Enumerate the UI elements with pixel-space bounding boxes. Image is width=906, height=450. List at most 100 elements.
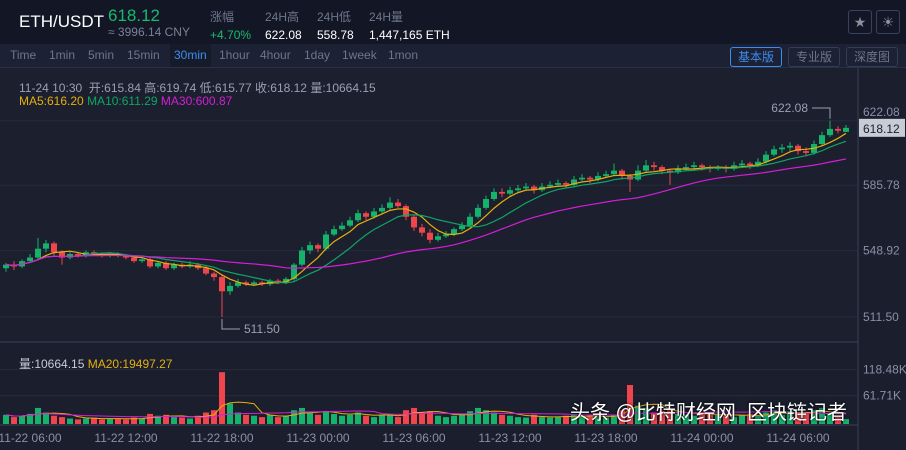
timeframe-1week[interactable]: 1week — [342, 48, 377, 62]
volume-bar — [123, 419, 129, 424]
candle — [395, 202, 401, 207]
star-icon[interactable]: ★ — [848, 10, 872, 34]
candle — [619, 170, 625, 176]
candle — [379, 207, 385, 212]
last-price: 618.12 — [108, 6, 160, 25]
volume-bar — [531, 414, 537, 424]
volume-bar — [91, 417, 97, 424]
candle — [779, 147, 785, 150]
candle — [651, 165, 657, 168]
timeframe-time[interactable]: Time — [10, 48, 37, 62]
candle — [739, 163, 745, 166]
volume-bar — [635, 405, 641, 424]
time-tick: 11-23 12:00 — [478, 431, 541, 445]
candle — [571, 179, 577, 185]
price-pane — [0, 68, 858, 342]
candle — [587, 177, 593, 180]
candle — [803, 151, 809, 153]
low-marker — [221, 319, 240, 330]
candle — [75, 254, 81, 256]
volume-bar — [715, 414, 721, 424]
volume-bar — [691, 415, 697, 424]
volume-bar — [19, 415, 25, 424]
candle — [475, 207, 481, 217]
volume-bar — [707, 413, 713, 424]
volume-bar — [683, 414, 689, 424]
time-tick: 11-22 12:00 — [94, 431, 157, 445]
volume-bar — [723, 415, 729, 424]
timeframe-1min[interactable]: 1min — [49, 48, 76, 62]
timeframe-5min[interactable]: 5min — [88, 48, 115, 62]
time-tick: 11-23 18:00 — [574, 431, 637, 445]
candle — [339, 225, 345, 230]
volume-bar — [3, 414, 9, 424]
volume-ma20-line — [5, 410, 847, 418]
timeframe-1day[interactable]: 1day — [304, 48, 331, 62]
candle — [371, 211, 377, 217]
volume-bar — [611, 414, 617, 424]
volume-bar — [347, 414, 353, 424]
volume-bar — [291, 410, 297, 424]
volume-bar — [603, 417, 609, 424]
view-basic-button[interactable]: 基本版 — [730, 47, 783, 67]
low-label: 511.50 — [244, 322, 280, 336]
view-pro-button[interactable]: 专业版 — [788, 47, 841, 67]
candle — [59, 252, 65, 258]
time-tick: 11-23 00:00 — [286, 431, 349, 445]
candle — [747, 163, 753, 166]
volume-bar — [43, 412, 49, 424]
candle — [763, 154, 769, 162]
volume-bar — [427, 411, 433, 424]
candle — [155, 262, 161, 267]
time-tick: 11-22 06:00 — [0, 431, 62, 445]
volume-bar — [139, 418, 145, 424]
volume-bar — [459, 413, 465, 424]
volume-bar — [395, 417, 401, 424]
candle — [491, 191, 497, 200]
volume-bar — [755, 415, 761, 424]
candle — [563, 183, 569, 185]
volume-bar — [35, 407, 41, 424]
candle — [299, 250, 305, 265]
volume-bar — [107, 418, 113, 424]
timeframe-4hour[interactable]: 4hour — [260, 48, 291, 62]
timeframe-15min[interactable]: 15min — [127, 48, 160, 62]
current-price-label: 618.12 — [863, 122, 900, 136]
volume-bar — [171, 417, 177, 424]
stat-change: 涨幅 +4.70% — [210, 10, 252, 42]
volume-bar — [195, 415, 201, 424]
candle — [771, 149, 777, 155]
volume-tick: 61.71K — [863, 389, 901, 403]
ma30-line — [5, 158, 847, 269]
candle — [227, 285, 233, 292]
timeframe-1hour[interactable]: 1hour — [219, 48, 250, 62]
timeframe-1mon[interactable]: 1mon — [388, 48, 419, 62]
volume-bar — [795, 413, 801, 424]
candle — [35, 248, 41, 258]
volume-bar — [443, 417, 449, 424]
candle — [147, 259, 153, 267]
volume-bar — [651, 412, 657, 424]
candle — [507, 190, 513, 194]
price-tick: 622.08 — [863, 105, 900, 119]
timeframe-30min[interactable]: 30min — [170, 44, 211, 67]
sun-icon[interactable]: ☀ — [876, 10, 900, 34]
volume-bar — [115, 418, 121, 424]
view-depth-button[interactable]: 深度图 — [846, 47, 899, 67]
volume-bar — [363, 415, 369, 424]
candle — [795, 145, 801, 152]
ma5-line — [5, 132, 847, 286]
stat-high: 24H高 622.08 — [265, 10, 302, 42]
candle — [435, 236, 441, 240]
volume-bar — [203, 412, 209, 424]
volume-bar — [11, 417, 17, 424]
pair-name: ETH/USDT — [19, 12, 104, 31]
volume-bar — [235, 412, 241, 424]
volume-bar — [83, 418, 89, 424]
volume-bar — [67, 418, 73, 424]
volume-bar — [595, 417, 601, 424]
volume-bar — [539, 417, 545, 424]
volume-bar — [811, 410, 817, 424]
volume-bar — [571, 414, 577, 424]
